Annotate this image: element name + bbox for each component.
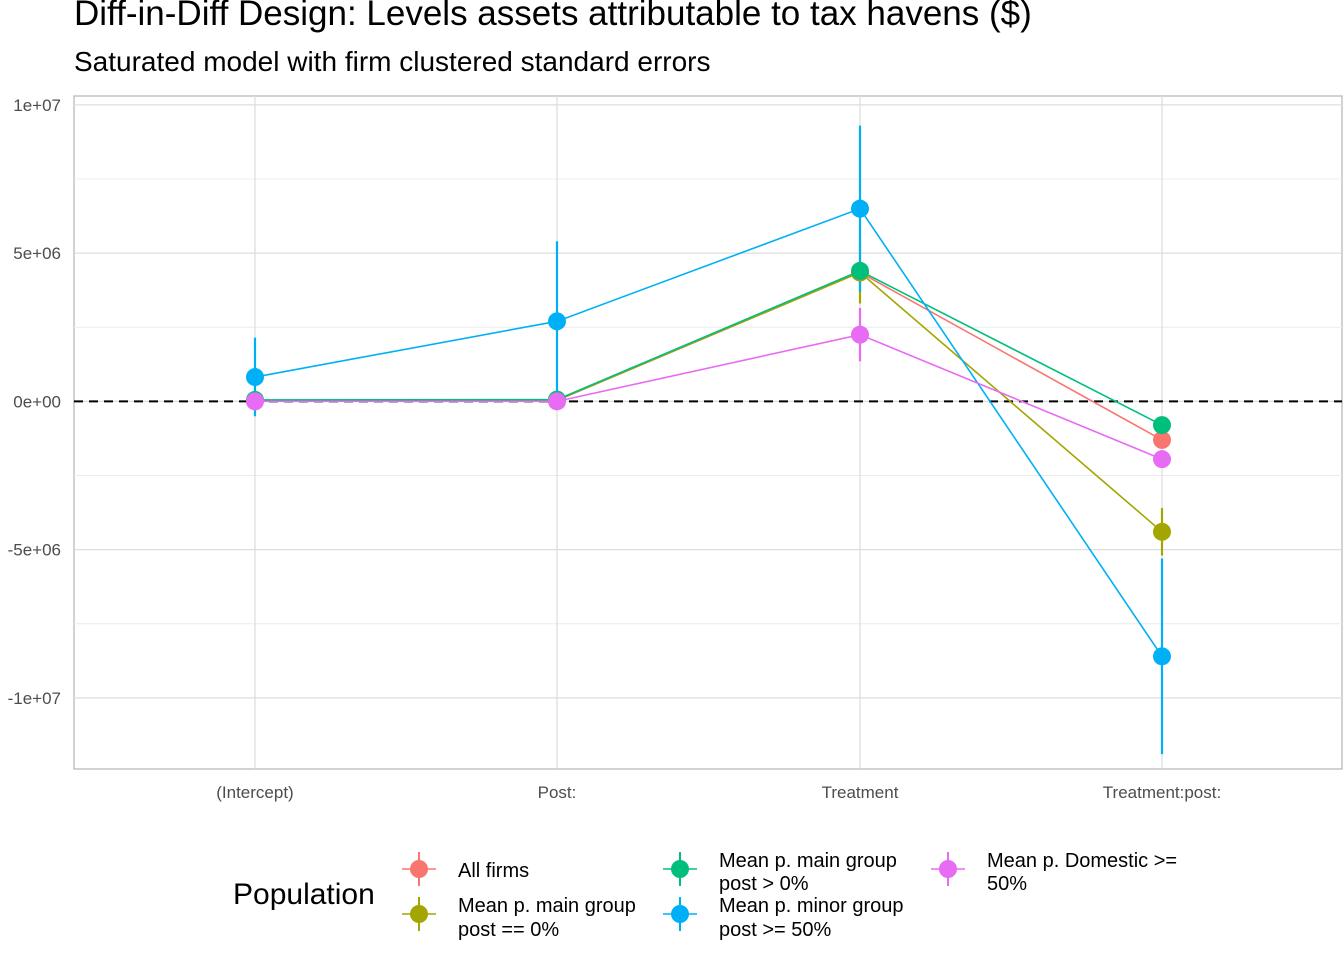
data-point-3 — [851, 199, 869, 218]
legend-item: Mean p. Domestic >= 50% — [931, 850, 1177, 895]
legend-label: Mean p. main group post == 0% — [458, 895, 636, 941]
x-tick-label: Treatment — [822, 783, 899, 802]
y-tick-label: -5e+06 — [8, 541, 61, 560]
data-point-3 — [1153, 647, 1171, 666]
legend-key-point — [671, 905, 689, 923]
x-tick-label: Post: — [538, 783, 577, 802]
data-point-1 — [1153, 522, 1171, 541]
data-point-4 — [548, 392, 566, 411]
legend-label-line: Mean p. main group — [719, 850, 897, 872]
legend-label-line: Mean p. main group — [458, 895, 636, 917]
data-point-4 — [851, 325, 869, 344]
data-point-2 — [851, 261, 869, 280]
legend-label: Mean p. main group post > 0% — [719, 850, 897, 895]
data-point-0 — [1153, 430, 1171, 449]
x-tick-label: Treatment:post: — [1103, 783, 1221, 802]
data-point-4 — [246, 392, 264, 411]
legend-label-line: post > 0% — [719, 873, 809, 895]
legend-label-line: post >= 50% — [719, 919, 832, 941]
legend-item: Mean p. minor group post >= 50% — [663, 895, 904, 941]
legend-label-line: post == 0% — [458, 919, 559, 941]
data-point-3 — [548, 312, 566, 331]
legend-label-line: All firms — [458, 860, 529, 882]
x-tick-label: (Intercept) — [216, 783, 293, 802]
data-point-3 — [246, 368, 264, 387]
legend-label-line: Mean p. Domestic >= — [987, 850, 1177, 872]
series-line-3 — [254, 207, 1163, 657]
series-line-2 — [254, 270, 1163, 426]
legend-item: Mean p. main group post == 0% — [402, 895, 636, 941]
y-tick-label: 1e+07 — [13, 96, 61, 115]
legend-key-point — [671, 860, 689, 878]
plot-panel-border — [73, 95, 1343, 770]
data-point-4 — [1153, 450, 1171, 469]
legend-label: Mean p. Domestic >= 50% — [987, 850, 1177, 895]
y-tick-label: 0e+00 — [13, 392, 61, 411]
legend-key-point — [410, 905, 428, 923]
legend-key-point — [939, 860, 957, 878]
legend-label-line: Mean p. minor group — [719, 895, 904, 917]
y-tick-label: -1e+07 — [8, 689, 61, 708]
legend-label-line: 50% — [987, 873, 1027, 895]
y-tick-label: 5e+06 — [13, 244, 61, 263]
legend-title: Population — [233, 878, 375, 911]
chart-title: Diff-in-Diff Design: Levels assets attri… — [74, 0, 1032, 33]
series-line-4 — [255, 333, 1163, 460]
chart-subtitle: Saturated model with firm clustered stan… — [74, 46, 711, 77]
legend-label: All firms — [458, 860, 529, 882]
legend-item: All firms — [402, 852, 529, 886]
legend-key-point — [410, 860, 428, 878]
legend-item: Mean p. main group post > 0% — [663, 850, 897, 895]
legend-label: Mean p. minor group post >= 50% — [719, 895, 904, 941]
data-point-2 — [1153, 416, 1171, 435]
